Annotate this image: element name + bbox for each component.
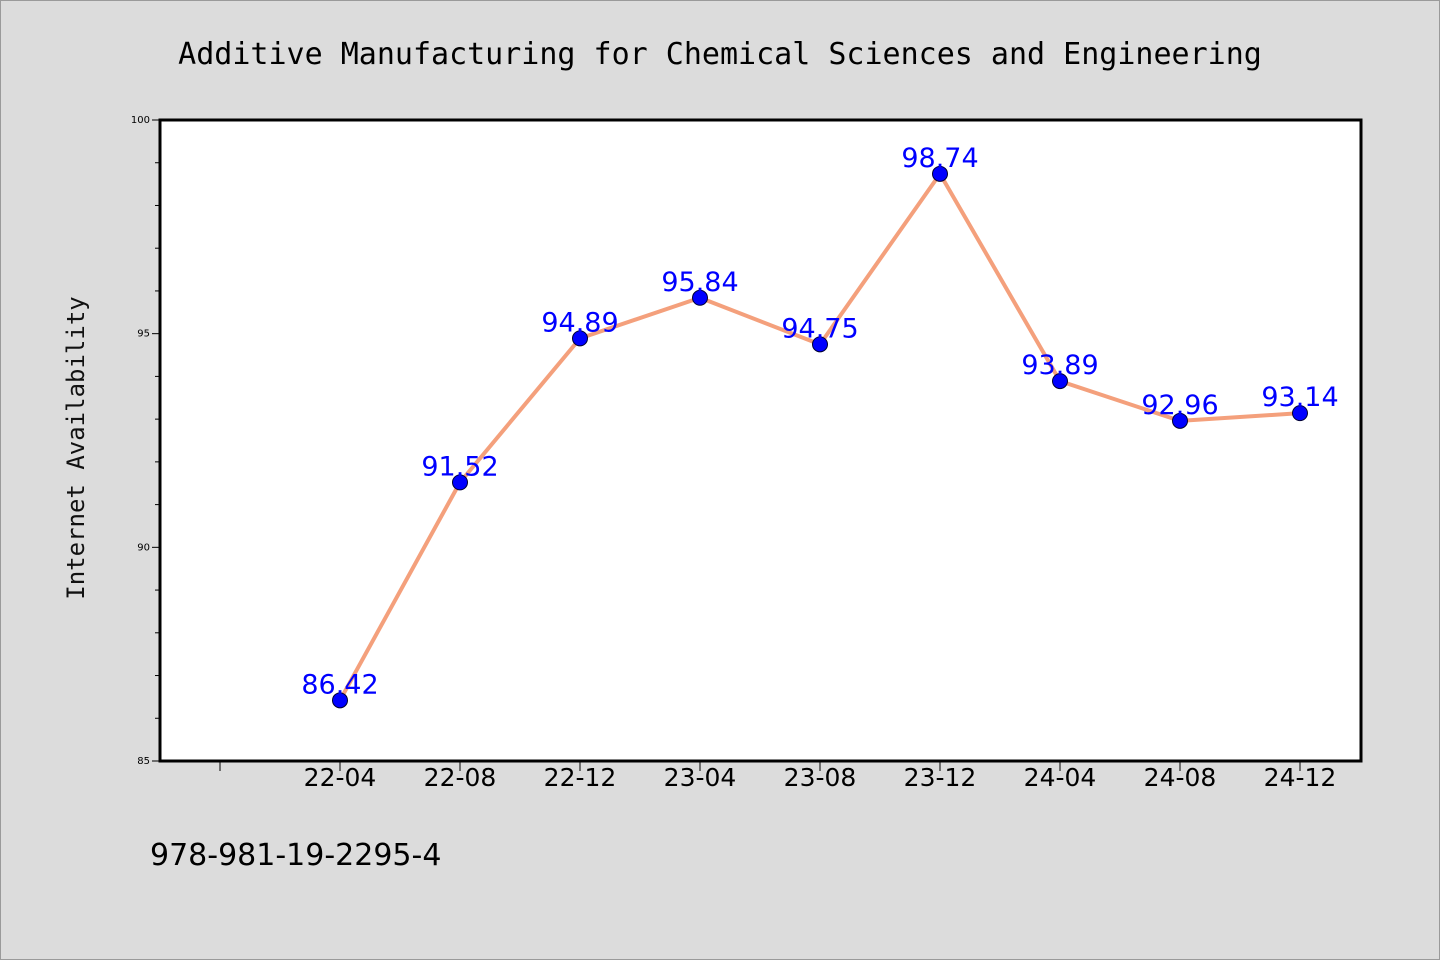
- y-tick-label: 85: [137, 756, 150, 767]
- x-tick-label: 24-04: [1024, 763, 1097, 792]
- x-tick-label: 23-04: [664, 763, 737, 792]
- data-point: [1052, 373, 1068, 390]
- data-label: 94.89: [541, 307, 618, 338]
- y-axis-label: Internet Availability: [62, 296, 90, 599]
- y-tick-label: 100: [131, 115, 150, 126]
- y-tick-label: 95: [137, 329, 150, 340]
- data-label: 86.42: [301, 669, 378, 700]
- data-point: [812, 336, 828, 353]
- x-axis: 22-04 22-08 22-12 23-04 23-08 23-12 24-04 24-08…: [219, 761, 1337, 792]
- y-tick-label: 90: [137, 542, 150, 553]
- data-label: 93.89: [1021, 350, 1098, 381]
- x-tick-label: 22-08: [424, 763, 497, 792]
- plot-area: [158, 118, 1363, 763]
- data-point: [692, 289, 708, 306]
- data-label: 94.75: [781, 313, 858, 344]
- data-point: [1292, 405, 1308, 422]
- x-tick-label: 23-12: [904, 763, 977, 792]
- isbn-footer: 978-981-19-2295-4: [150, 838, 441, 873]
- data-label: 93.14: [1261, 382, 1338, 413]
- x-tick-label: 24-08: [1144, 763, 1217, 792]
- x-tick-label: 22-04: [304, 763, 377, 792]
- data-label: 98.74: [901, 143, 978, 174]
- data-point: [1172, 412, 1188, 429]
- x-tick-label: 22-12: [544, 763, 617, 792]
- data-labels: 86.42 91.52 94.89 95.84 94.75 98.74 93.89 92.96…: [301, 143, 1338, 700]
- x-tick-label: 24-12: [1264, 763, 1337, 792]
- data-point: [332, 692, 348, 709]
- data-label: 92.96: [1141, 390, 1218, 421]
- data-point: [572, 330, 588, 347]
- x-tick-label: 23-08: [784, 763, 857, 792]
- data-point: [932, 165, 948, 182]
- chart-title: Additive Manufacturing for Chemical Scie…: [178, 37, 1262, 72]
- data-label: 91.52: [421, 451, 498, 482]
- y-axis: 85 90 95 100: [131, 115, 160, 767]
- data-point: [452, 474, 468, 491]
- series-line-group: [332, 165, 1308, 709]
- data-label: 95.84: [661, 267, 738, 298]
